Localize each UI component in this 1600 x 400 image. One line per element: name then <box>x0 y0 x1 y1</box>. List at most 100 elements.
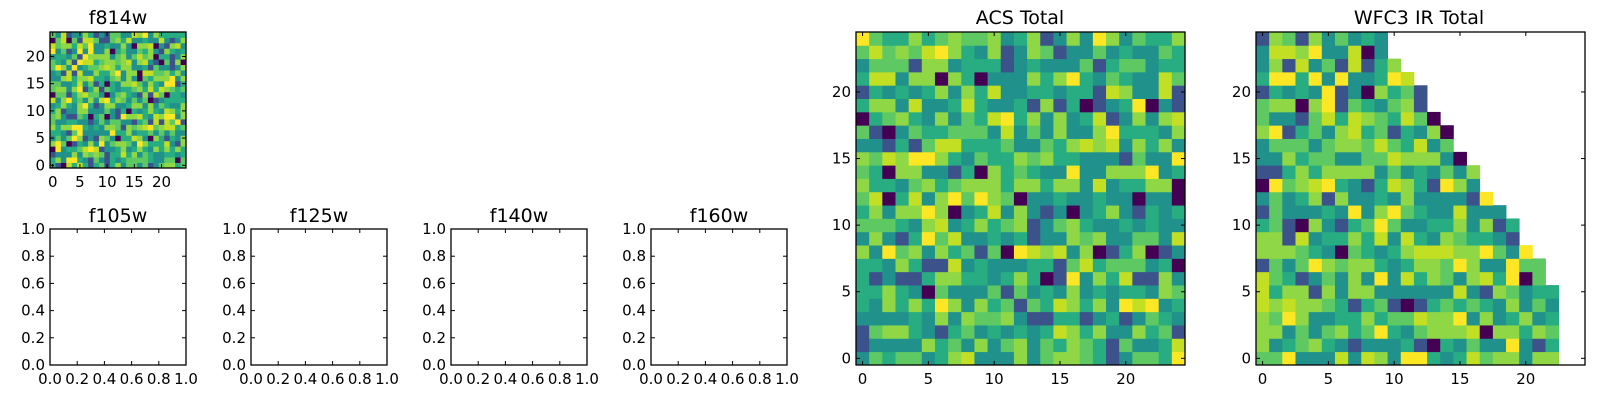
heatmap-cell <box>66 151 73 158</box>
heatmap-cell <box>974 245 988 259</box>
heatmap-cell <box>60 140 67 147</box>
heatmap-cell <box>88 157 94 163</box>
heatmap-cell <box>1171 178 1186 193</box>
heatmap-cell <box>921 85 936 99</box>
heatmap-cell <box>1413 151 1428 166</box>
heatmap-cell <box>88 86 94 93</box>
heatmap-cell <box>180 157 187 163</box>
heatmap-cell <box>131 59 138 66</box>
heatmap-cell <box>71 108 78 114</box>
heatmap-cell <box>1158 71 1173 86</box>
heatmap-cell <box>82 32 89 38</box>
heatmap-cell <box>142 157 149 163</box>
heatmap-cell <box>1506 271 1520 286</box>
heatmap-cell <box>88 32 94 38</box>
heatmap-cell <box>1387 218 1402 233</box>
heatmap-cell <box>974 165 988 179</box>
heatmap-cell <box>987 71 1002 86</box>
heatmap-cell <box>961 191 975 206</box>
heatmap-cell <box>1348 258 1362 273</box>
heatmap-cell <box>1295 71 1310 86</box>
heatmap-cell <box>908 191 923 206</box>
heatmap-cell <box>98 59 105 66</box>
heatmap-cell <box>88 119 94 125</box>
heatmap-cell <box>1079 298 1094 313</box>
heatmap-cell <box>1119 325 1133 339</box>
heatmap-cell <box>1413 178 1428 193</box>
heatmap-cell <box>1027 298 1041 313</box>
heatmap-cell <box>1053 231 1067 246</box>
heatmap-cell <box>1532 311 1546 326</box>
heatmap-cell <box>1361 165 1375 179</box>
heatmap-cell <box>987 151 1002 166</box>
y-tick-label: 0.0 <box>222 356 246 374</box>
heatmap-cell <box>1282 71 1296 86</box>
panel-f160w: f160w 0.0 0.2 0.4 0.6 0.8 1.00.00.20.40.60.81… <box>622 205 799 388</box>
heatmap-cell <box>1092 271 1107 286</box>
heatmap-cell <box>93 135 100 142</box>
heatmap-cell <box>66 53 73 60</box>
heatmap-cell <box>66 162 73 169</box>
heatmap-cell <box>1106 138 1120 153</box>
heatmap-cell <box>180 75 187 82</box>
heatmap-cell <box>93 157 100 163</box>
heatmap-cell <box>55 53 62 60</box>
heatmap-cell <box>1361 151 1375 166</box>
heatmap-cell <box>908 58 923 73</box>
heatmap-cell <box>1361 351 1375 366</box>
heatmap-cell <box>908 178 923 193</box>
heatmap-cell <box>1066 178 1081 193</box>
heatmap-cell <box>1387 285 1402 299</box>
heatmap-cell <box>974 298 988 313</box>
heatmap-cell <box>1466 178 1481 193</box>
heatmap-cell <box>120 140 127 147</box>
x-tick-label: 20 <box>1516 370 1535 388</box>
heatmap-cell <box>98 140 105 147</box>
heatmap-cell <box>1282 58 1296 73</box>
heatmap-cell <box>1374 32 1388 46</box>
heatmap-cell <box>175 37 181 44</box>
x-tick-label: 0.8 <box>348 370 372 388</box>
y-tick-label: 0.6 <box>422 274 446 292</box>
heatmap-cell <box>1321 191 1336 206</box>
heatmap-cell <box>961 351 975 366</box>
heatmap-cell <box>1308 151 1323 166</box>
heatmap-cell <box>1092 71 1107 86</box>
heatmap-cell <box>1282 178 1296 193</box>
heatmap-cell <box>55 157 62 163</box>
heatmap-cell <box>1453 151 1467 166</box>
heatmap-cell <box>1171 231 1186 246</box>
heatmap-cell <box>71 124 78 131</box>
heatmap-cell <box>126 37 132 44</box>
x-tick-label: 5 <box>924 370 934 388</box>
heatmap-cell <box>180 129 187 136</box>
heatmap-cell <box>1334 258 1349 273</box>
heatmap-cell <box>1282 285 1296 299</box>
heatmap-cell <box>131 102 138 109</box>
heatmap-cell <box>50 102 56 109</box>
heatmap-cell <box>104 129 111 136</box>
heatmap-cell <box>153 140 160 147</box>
heatmap-cell <box>869 271 883 286</box>
heatmap-cell <box>71 157 78 163</box>
heatmap-cell <box>1106 32 1120 46</box>
heatmap-cell <box>1066 311 1081 326</box>
heatmap-cell <box>1295 151 1310 166</box>
heatmap-cell <box>1282 85 1296 99</box>
heatmap-cell <box>908 45 923 60</box>
heatmap-cell <box>126 157 132 163</box>
heatmap-cell <box>1106 165 1120 179</box>
heatmap-cell <box>77 113 84 120</box>
heatmap-cell <box>1092 178 1107 193</box>
heatmap-cell <box>882 298 896 313</box>
heatmap-cell <box>109 113 116 120</box>
heatmap-cell <box>169 97 176 104</box>
heatmap-cell <box>164 162 171 169</box>
heatmap-cell <box>120 64 127 71</box>
heatmap-cell <box>1348 178 1362 193</box>
heatmap-cell <box>115 151 122 158</box>
heatmap-cell <box>987 85 1002 99</box>
x-tick-label: 0.2 <box>65 370 89 388</box>
heatmap-cell <box>180 48 187 55</box>
heatmap-cell <box>1269 45 1283 60</box>
